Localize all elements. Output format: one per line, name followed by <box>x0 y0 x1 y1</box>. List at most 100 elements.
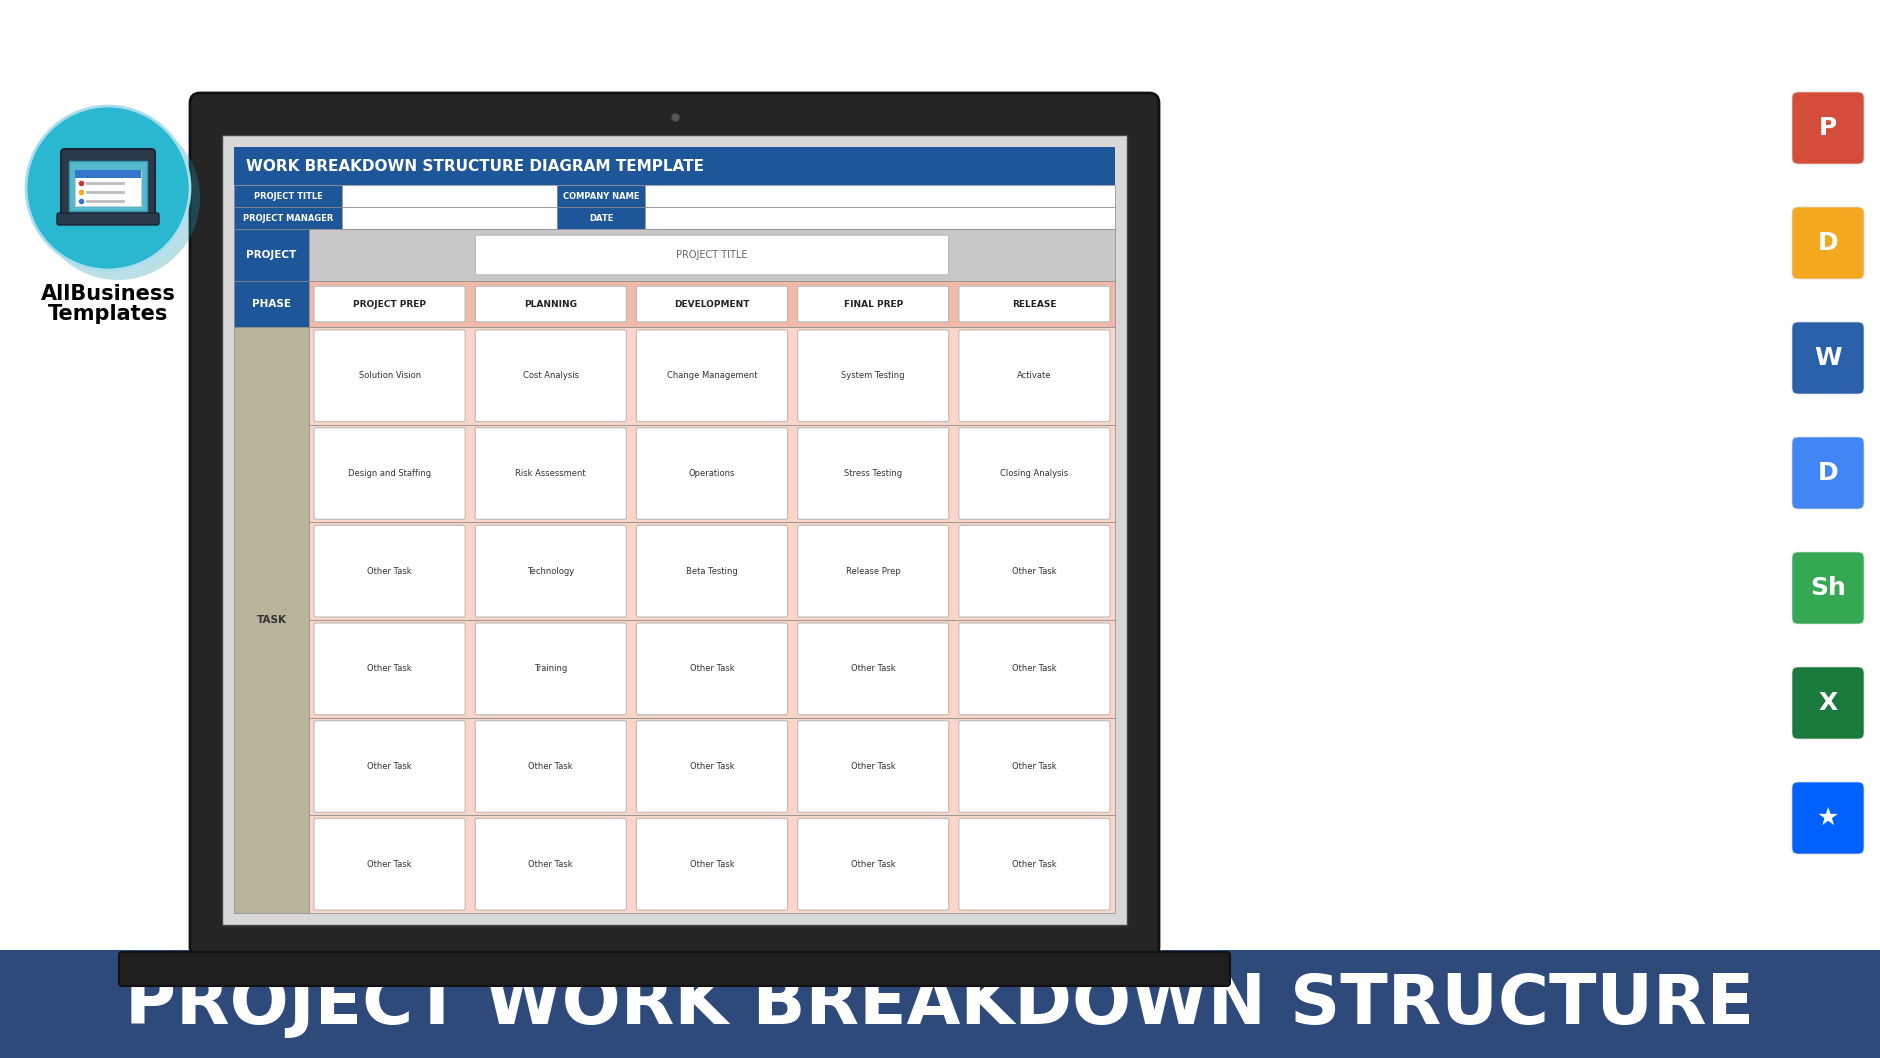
FancyBboxPatch shape <box>797 526 948 617</box>
Bar <box>308 523 1115 620</box>
Text: Other Task: Other Task <box>367 860 412 869</box>
Bar <box>342 185 556 207</box>
Text: WORK BREAKDOWN STRUCTURE DIAGRAM TEMPLATE: WORK BREAKDOWN STRUCTURE DIAGRAM TEMPLAT… <box>246 159 703 174</box>
FancyBboxPatch shape <box>635 720 788 813</box>
Text: Other Task: Other Task <box>690 762 733 771</box>
FancyBboxPatch shape <box>959 720 1109 813</box>
Text: Other Task: Other Task <box>367 567 412 576</box>
Bar <box>308 424 1115 523</box>
Bar <box>556 207 645 229</box>
FancyBboxPatch shape <box>635 286 788 322</box>
FancyBboxPatch shape <box>635 818 788 910</box>
FancyBboxPatch shape <box>56 213 160 225</box>
Bar <box>222 135 1126 925</box>
Bar <box>233 207 342 229</box>
FancyBboxPatch shape <box>1792 92 1863 164</box>
Bar <box>0 950 1880 1058</box>
Text: RELEASE: RELEASE <box>1011 299 1057 309</box>
Text: P: P <box>1818 116 1837 140</box>
Text: PLANNING: PLANNING <box>525 299 577 309</box>
FancyBboxPatch shape <box>476 235 948 275</box>
FancyBboxPatch shape <box>314 623 464 714</box>
FancyBboxPatch shape <box>1792 322 1863 394</box>
Circle shape <box>26 106 190 270</box>
Text: Training: Training <box>534 664 568 673</box>
FancyBboxPatch shape <box>476 427 626 519</box>
Bar <box>308 620 1115 717</box>
Text: Technology: Technology <box>526 567 573 576</box>
Text: Change Management: Change Management <box>666 371 758 380</box>
Text: Other Task: Other Task <box>850 762 895 771</box>
Text: Risk Assessment: Risk Assessment <box>515 469 587 478</box>
FancyBboxPatch shape <box>476 720 626 813</box>
Text: Closing Analysis: Closing Analysis <box>1000 469 1068 478</box>
Text: System Testing: System Testing <box>840 371 904 380</box>
FancyBboxPatch shape <box>959 623 1109 714</box>
FancyBboxPatch shape <box>118 952 1230 986</box>
FancyBboxPatch shape <box>314 286 464 322</box>
Bar <box>645 207 1115 229</box>
Text: PROJECT TITLE: PROJECT TITLE <box>254 191 321 201</box>
FancyBboxPatch shape <box>797 427 948 519</box>
Bar <box>556 185 645 207</box>
Text: Activate: Activate <box>1017 371 1051 380</box>
FancyBboxPatch shape <box>476 330 626 422</box>
Text: Templates: Templates <box>47 304 167 324</box>
Text: Operations: Operations <box>688 469 735 478</box>
Bar <box>308 816 1115 913</box>
FancyBboxPatch shape <box>959 330 1109 422</box>
Bar <box>75 170 141 206</box>
FancyBboxPatch shape <box>797 818 948 910</box>
Text: PROJECT MANAGER: PROJECT MANAGER <box>243 214 333 222</box>
FancyBboxPatch shape <box>476 818 626 910</box>
FancyBboxPatch shape <box>635 623 788 714</box>
Text: Other Task: Other Task <box>690 860 733 869</box>
Bar <box>342 207 556 229</box>
FancyBboxPatch shape <box>959 286 1109 322</box>
Text: Other Task: Other Task <box>1011 860 1057 869</box>
Bar <box>233 185 342 207</box>
Text: Design and Staffing: Design and Staffing <box>348 469 431 478</box>
Bar <box>308 281 1115 327</box>
Text: D: D <box>1816 231 1837 255</box>
Text: DEVELOPMENT: DEVELOPMENT <box>673 299 750 309</box>
Text: D: D <box>1816 461 1837 485</box>
FancyBboxPatch shape <box>476 526 626 617</box>
Text: Solution Vision: Solution Vision <box>359 371 421 380</box>
Text: DATE: DATE <box>588 214 613 222</box>
FancyBboxPatch shape <box>314 427 464 519</box>
Text: Other Task: Other Task <box>690 664 733 673</box>
Text: TASK: TASK <box>256 615 286 625</box>
Text: Stress Testing: Stress Testing <box>844 469 902 478</box>
Text: Other Task: Other Task <box>850 664 895 673</box>
FancyBboxPatch shape <box>959 526 1109 617</box>
Bar <box>308 717 1115 816</box>
Text: PROJECT: PROJECT <box>246 250 297 260</box>
FancyBboxPatch shape <box>476 286 626 322</box>
FancyBboxPatch shape <box>635 427 788 519</box>
FancyBboxPatch shape <box>314 818 464 910</box>
FancyBboxPatch shape <box>1792 667 1863 738</box>
FancyBboxPatch shape <box>797 623 948 714</box>
Bar <box>233 327 308 913</box>
Bar <box>75 170 141 178</box>
Bar <box>233 147 1115 185</box>
FancyBboxPatch shape <box>1792 552 1863 624</box>
FancyBboxPatch shape <box>959 427 1109 519</box>
FancyBboxPatch shape <box>797 286 948 322</box>
Text: Other Task: Other Task <box>1011 567 1057 576</box>
Text: PROJECT TITLE: PROJECT TITLE <box>677 250 748 260</box>
Text: Other Task: Other Task <box>528 860 573 869</box>
Text: Other Task: Other Task <box>1011 762 1057 771</box>
FancyBboxPatch shape <box>797 720 948 813</box>
FancyBboxPatch shape <box>314 720 464 813</box>
Bar <box>308 327 1115 424</box>
FancyBboxPatch shape <box>60 149 154 219</box>
Text: COMPANY NAME: COMPANY NAME <box>562 191 639 201</box>
FancyBboxPatch shape <box>635 330 788 422</box>
Text: PROJECT WORK BREAKDOWN STRUCTURE: PROJECT WORK BREAKDOWN STRUCTURE <box>126 970 1754 1038</box>
Bar <box>70 161 147 211</box>
Text: X: X <box>1818 691 1837 715</box>
Bar <box>233 281 308 327</box>
Bar <box>308 229 1115 281</box>
